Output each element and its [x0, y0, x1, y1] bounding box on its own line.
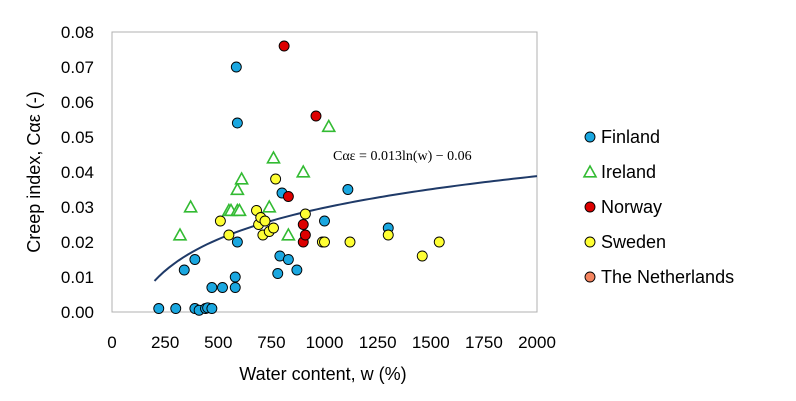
- y-tick-label: 0.05: [61, 128, 94, 147]
- point-sweden: [223, 229, 235, 241]
- point-sweden: [382, 229, 394, 241]
- legend-marker-the-netherlands: [584, 271, 596, 283]
- legend-label-the-netherlands: The Netherlands: [601, 267, 734, 287]
- point-sweden: [319, 236, 330, 248]
- point-finland: [319, 215, 330, 227]
- legend-marker-ireland: [582, 164, 598, 178]
- x-tick-label: 0: [107, 333, 116, 352]
- legend-label-ireland: Ireland: [601, 162, 656, 182]
- point-finland: [178, 264, 190, 276]
- legend-marker-norway: [584, 201, 596, 213]
- point-finland: [217, 282, 228, 293]
- point-finland: [342, 184, 354, 195]
- point-finland: [229, 271, 241, 283]
- point-ireland: [321, 118, 337, 133]
- point-finland: [231, 236, 243, 248]
- point-finland: [206, 303, 218, 314]
- legend-marker-finland: [584, 131, 596, 143]
- point-norway: [297, 219, 309, 230]
- point-ireland: [266, 150, 281, 164]
- point-finland: [231, 117, 243, 129]
- point-sweden: [270, 173, 282, 185]
- point-finland: [282, 254, 294, 265]
- point-sweden: [259, 215, 271, 227]
- x-tick-label: 1750: [465, 333, 503, 352]
- point-ireland: [183, 199, 198, 213]
- point-ireland: [234, 171, 249, 185]
- y-axis-title: Creep index, Cαε (-): [24, 91, 44, 252]
- y-tick-labels: 0.00 0.01 0.02 0.03 0.04 0.05 0.06 0.07 0.08: [61, 23, 94, 322]
- point-ireland: [261, 199, 277, 213]
- y-tick-label: 0.02: [61, 233, 94, 252]
- point-ireland: [295, 164, 311, 178]
- point-norway: [310, 110, 322, 122]
- point-finland: [229, 282, 241, 293]
- x-tick-label: 1000: [306, 333, 344, 352]
- point-finland: [189, 254, 201, 265]
- point-sweden: [344, 236, 356, 248]
- point-ireland: [172, 227, 188, 241]
- legend-marker-sweden: [584, 236, 596, 248]
- point-sweden: [433, 236, 445, 248]
- y-tick-label: 0.07: [61, 58, 94, 77]
- y-tick-label: 0.01: [61, 268, 94, 287]
- legend: Finland Ireland Norway Sweden The Netherland…: [582, 127, 734, 287]
- legend-label-norway: Norway: [601, 197, 662, 217]
- point-finland: [230, 61, 242, 73]
- point-sweden: [268, 222, 279, 234]
- point-finland: [170, 303, 182, 314]
- point-norway: [282, 191, 294, 202]
- trendline-equation: Cαε = 0.013ln(w) − 0.06: [333, 149, 472, 164]
- point-ireland: [232, 202, 247, 217]
- legend-label-finland: Finland: [601, 127, 660, 147]
- plot-area-border: [111, 31, 538, 313]
- point-sweden: [416, 250, 428, 262]
- x-axis-title: Water content, w (%): [239, 364, 406, 384]
- y-tick-label: 0.08: [61, 23, 94, 42]
- point-sweden: [299, 208, 311, 220]
- point-ireland: [230, 181, 245, 196]
- x-tick-labels: 0 250 500 750 1000 1250 1500 1750 2000: [107, 333, 556, 352]
- x-tick-label: 1250: [359, 333, 397, 352]
- point-norway: [299, 229, 311, 241]
- y-tick-label: 0.00: [61, 303, 94, 322]
- axes: [111, 31, 538, 313]
- x-tick-label: 1500: [412, 333, 450, 352]
- x-tick-label: 750: [257, 333, 285, 352]
- trendline: [153, 175, 538, 282]
- y-tick-label: 0.03: [61, 198, 94, 217]
- point-finland: [153, 303, 165, 314]
- point-finland: [291, 264, 303, 276]
- point-ireland: [281, 227, 296, 241]
- legend-label-sweden: Sweden: [601, 232, 666, 252]
- point-norway: [278, 40, 290, 52]
- x-tick-label: 500: [204, 333, 232, 352]
- point-sweden: [214, 215, 226, 227]
- x-tick-label: 2000: [518, 333, 556, 352]
- trendline-curve: [153, 175, 538, 282]
- point-finland: [206, 282, 218, 293]
- y-tick-label: 0.04: [61, 163, 94, 182]
- y-tick-label: 0.06: [61, 93, 94, 112]
- data-points: [153, 40, 445, 316]
- point-finland: [272, 268, 284, 279]
- x-tick-label: 250: [151, 333, 179, 352]
